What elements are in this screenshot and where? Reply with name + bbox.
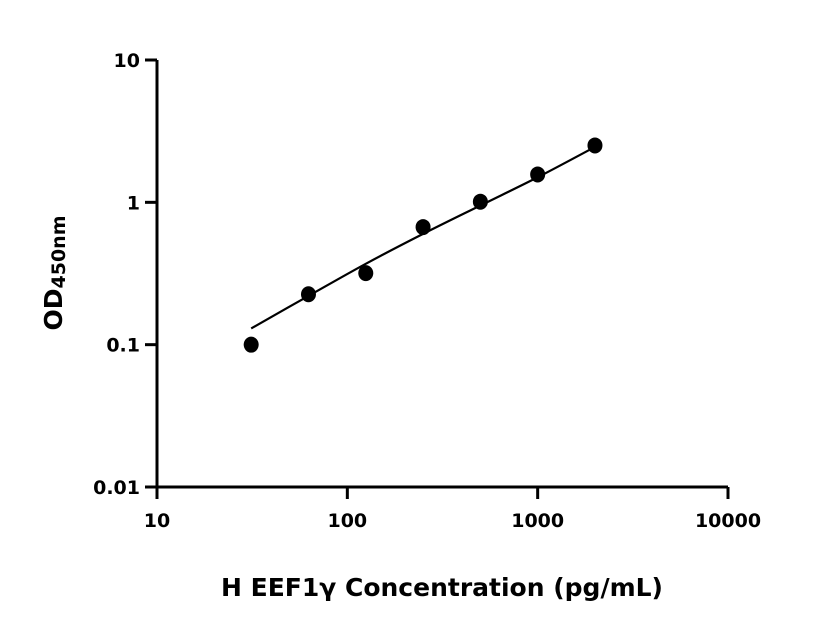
data-point (415, 219, 431, 236)
x-tick-label: 1000 (511, 510, 564, 532)
y-axis-title-sub: 450nm (48, 215, 70, 288)
x-tick-label: 10 (144, 510, 170, 532)
x-tick-label: 100 (327, 510, 367, 532)
data-point (587, 137, 603, 154)
axes (145, 58, 730, 499)
x-tick-label: 10000 (695, 510, 761, 532)
y-axis-title: OD450nm (39, 215, 70, 330)
data-point (530, 166, 546, 183)
data-point (472, 193, 488, 210)
y-tick-labels: 0.01 0.1 1 10 (93, 50, 140, 499)
y-tick-label: 0.1 (106, 335, 140, 357)
data-point (243, 336, 259, 353)
y-axis-title-main: OD (39, 288, 68, 330)
x-tick-labels: 10 100 1000 10000 (144, 510, 761, 532)
fit-curve (250, 142, 601, 330)
data-points (243, 137, 603, 353)
x-axis-title: H EEF1γ Concentration (pg/mL) (221, 573, 663, 602)
data-point (358, 265, 374, 282)
y-tick-label: 1 (127, 192, 140, 214)
data-point (300, 286, 316, 303)
y-tick-label: 10 (114, 50, 140, 72)
y-tick-label: 0.01 (93, 477, 140, 499)
